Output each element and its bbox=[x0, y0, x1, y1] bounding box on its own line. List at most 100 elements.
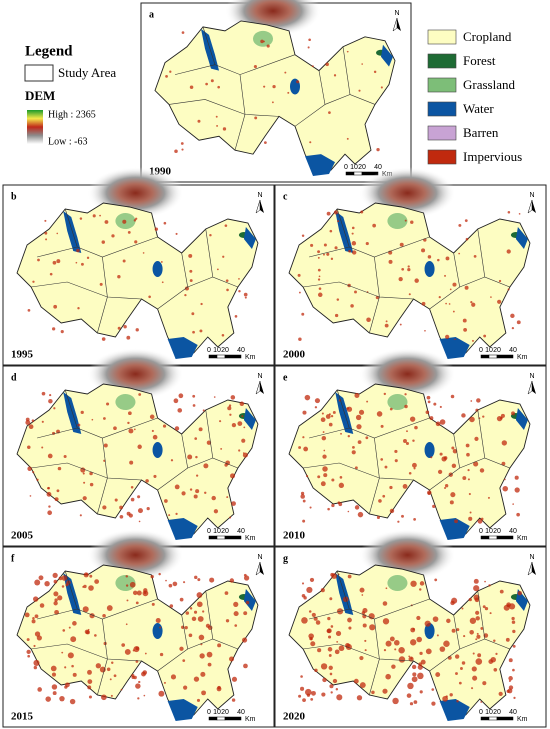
county-boundary bbox=[31, 643, 142, 662]
impervious bbox=[198, 427, 203, 432]
impervious bbox=[154, 227, 159, 231]
impervious bbox=[302, 436, 305, 439]
impervious bbox=[80, 410, 84, 414]
impervious bbox=[320, 481, 326, 487]
water bbox=[424, 442, 435, 458]
impervious bbox=[458, 681, 462, 685]
impervious bbox=[119, 505, 123, 510]
map bbox=[16, 529, 259, 721]
impervious bbox=[263, 85, 266, 88]
impervious bbox=[382, 688, 388, 694]
impervious bbox=[411, 676, 418, 683]
impervious bbox=[439, 646, 446, 652]
impervious bbox=[94, 579, 100, 584]
impervious bbox=[102, 505, 107, 510]
impervious bbox=[303, 446, 309, 452]
impervious bbox=[231, 698, 236, 702]
impervious bbox=[323, 473, 328, 478]
impervious bbox=[504, 478, 506, 481]
impervious bbox=[106, 605, 113, 611]
impervious bbox=[348, 626, 352, 630]
impervious bbox=[473, 578, 479, 584]
impervious bbox=[315, 620, 321, 625]
impervious bbox=[320, 663, 328, 670]
impervious bbox=[134, 240, 138, 244]
impervious bbox=[163, 221, 167, 225]
impervious bbox=[103, 417, 106, 420]
impervious bbox=[323, 253, 325, 256]
dem-ramp bbox=[27, 110, 43, 144]
impervious bbox=[322, 431, 325, 433]
impervious bbox=[301, 617, 308, 624]
county-boundary bbox=[336, 208, 430, 258]
impervious bbox=[473, 585, 480, 592]
impervious bbox=[508, 658, 513, 663]
impervious bbox=[53, 601, 58, 606]
impervious bbox=[68, 626, 71, 629]
scale-tick: 10 bbox=[485, 528, 493, 535]
impervious bbox=[514, 487, 520, 493]
legend-swatch bbox=[427, 53, 457, 69]
impervious bbox=[95, 663, 102, 669]
scale-segment bbox=[216, 716, 226, 721]
impervious bbox=[432, 616, 439, 622]
impervious bbox=[436, 634, 439, 637]
impervious bbox=[321, 412, 324, 415]
impervious bbox=[67, 652, 74, 659]
dem-high: High : 2365 bbox=[48, 109, 96, 120]
impervious bbox=[238, 289, 241, 293]
impervious bbox=[92, 214, 96, 218]
impervious bbox=[365, 436, 369, 440]
impervious bbox=[180, 142, 184, 145]
impervious bbox=[38, 575, 44, 581]
impervious bbox=[438, 296, 441, 299]
impervious bbox=[49, 272, 53, 276]
impervious bbox=[416, 636, 422, 643]
impervious bbox=[82, 606, 89, 613]
impervious bbox=[389, 508, 395, 514]
impervious bbox=[215, 115, 218, 118]
impervious bbox=[205, 82, 208, 86]
impervious bbox=[225, 619, 230, 623]
scale-segment bbox=[216, 354, 226, 359]
impervious bbox=[44, 231, 48, 235]
impervious bbox=[480, 701, 483, 703]
impervious bbox=[243, 663, 248, 669]
impervious bbox=[476, 634, 481, 639]
impervious bbox=[142, 590, 149, 597]
scale-segment bbox=[488, 535, 498, 540]
impervious bbox=[220, 447, 223, 450]
impervious bbox=[376, 411, 383, 417]
impervious bbox=[126, 511, 131, 516]
impervious bbox=[253, 65, 257, 69]
north-arrow bbox=[260, 200, 264, 213]
impervious bbox=[330, 572, 335, 577]
impervious bbox=[334, 649, 340, 655]
scale-tick: 0 bbox=[207, 347, 211, 354]
impervious bbox=[471, 302, 476, 307]
impervious bbox=[337, 220, 340, 223]
impervious bbox=[454, 338, 456, 341]
impervious bbox=[501, 461, 506, 466]
impervious bbox=[384, 465, 388, 469]
scale-unit: Km bbox=[517, 535, 528, 542]
impervious bbox=[461, 607, 464, 610]
impervious bbox=[260, 39, 264, 44]
north-label: N bbox=[394, 10, 399, 17]
legend-label: Water bbox=[463, 101, 494, 116]
impervious bbox=[300, 686, 305, 691]
impervious bbox=[338, 502, 343, 507]
north-arrow bbox=[255, 380, 261, 395]
impervious bbox=[398, 656, 406, 663]
impervious bbox=[468, 492, 471, 496]
impervious bbox=[310, 638, 313, 641]
impervious bbox=[80, 262, 84, 266]
impervious bbox=[499, 589, 504, 594]
impervious bbox=[87, 669, 92, 675]
legend-label: Forest bbox=[463, 53, 496, 68]
impervious bbox=[155, 618, 161, 624]
impervious bbox=[31, 619, 36, 624]
impervious bbox=[203, 463, 209, 469]
impervious bbox=[403, 439, 407, 443]
